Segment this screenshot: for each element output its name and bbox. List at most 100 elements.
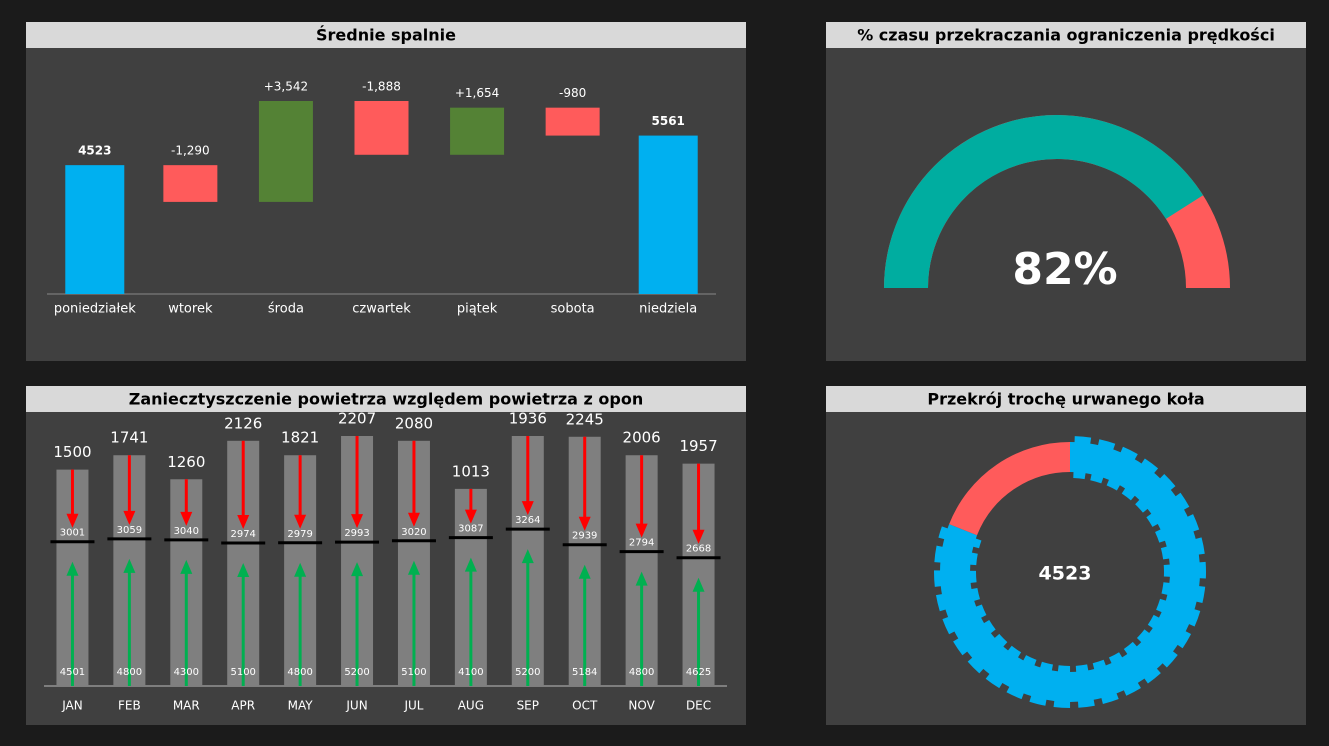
green-arrow-head [351,562,364,577]
segment-arc [949,442,1071,536]
bar [450,107,505,155]
data-label: 2126 [224,414,262,432]
x-tick-label: wtorek [168,302,213,317]
data-label: +1,654 [455,86,499,100]
green-arrow [351,562,364,686]
data-label: 1936 [509,410,547,428]
data-label: -980 [559,86,586,100]
x-tick-label: niedziela [639,302,697,317]
red-arrow [294,455,307,529]
chart-title: Zaniecztyszczenie powietrza względem pow… [129,390,643,409]
red-arrow-head [294,514,307,529]
donut-segment [934,436,1206,708]
data-label: 4800 [287,667,312,678]
x-tick-label: JUN [345,699,367,713]
red-arrow-head [464,509,477,524]
red-arrow-head [123,510,136,525]
green-arrow-head [237,563,250,578]
donut-segment [949,442,1071,536]
green-arrow-head [407,560,420,575]
data-label: 2974 [230,529,255,540]
data-label: 5100 [401,667,426,678]
x-tick-label: piątek [457,302,498,317]
red-arrow [123,455,136,525]
bar [65,165,125,294]
red-arrow-head [407,512,420,527]
red-arrow [237,440,250,530]
bar [163,165,218,202]
data-label: 4523 [78,144,111,158]
data-label: 2207 [338,410,376,428]
x-tick-label: AUG [458,699,484,713]
red-arrow [351,436,364,529]
green-arrow-head [123,558,136,573]
x-tick-label: APR [231,699,255,713]
data-label: 4100 [458,667,483,678]
red-arrow-head [237,515,250,530]
red-arrow-head [692,529,705,544]
green-arrow [635,571,648,686]
data-label: 2668 [686,544,711,555]
data-label: 3059 [117,525,142,536]
data-label: 3264 [515,515,540,526]
green-arrow-head [578,564,591,579]
red-arrow-head [66,513,79,528]
data-label: 5100 [230,667,255,678]
panel-header [826,386,1306,412]
bar [638,135,698,294]
red-arrow [635,455,648,538]
red-arrow [521,436,534,516]
chart-title: Średnie spalnie [316,26,456,45]
data-label: 2245 [566,410,604,428]
data-label: 2993 [344,528,369,539]
gauge-value [884,115,1204,289]
panel [826,22,1306,361]
x-tick-label: JAN [61,699,83,713]
green-arrow-head [294,562,307,577]
green-arrow [407,560,420,686]
data-label: 2939 [572,531,597,542]
data-label: 5561 [652,114,685,128]
x-tick-label: OCT [572,699,598,713]
segment-teeth [934,436,1206,708]
green-arrow [578,564,591,686]
green-arrow [66,561,79,686]
green-arrow-head [180,559,193,574]
chart-title: Przekrój trochę urwanego koła [927,390,1204,409]
data-label: 5200 [515,667,540,678]
green-arrow-head [521,549,534,564]
x-tick-label: DEC [686,699,711,713]
green-arrow [521,549,534,686]
data-label: +3,542 [264,80,308,94]
x-tick-label: poniedziałek [54,302,136,317]
bar [354,101,409,155]
red-arrow-head [578,516,591,531]
green-arrow-head [464,557,477,572]
panel [26,22,746,361]
data-label: 3087 [458,524,483,535]
x-tick-label: JUL [403,699,423,713]
x-tick-label: FEB [118,699,141,713]
green-arrow-head [66,561,79,576]
green-arrow-head [692,577,705,592]
data-label: 2080 [395,414,433,432]
data-label: 1013 [452,462,490,480]
data-label: 2979 [287,529,312,540]
green-arrow-head [635,571,648,586]
data-label: 3001 [60,528,85,539]
data-label: 1821 [281,429,319,447]
data-label: 1500 [53,443,91,461]
panel-header [826,22,1306,48]
data-label: 4625 [686,667,711,678]
green-arrow [123,558,136,686]
red-arrow-head [351,514,364,529]
green-arrow [692,577,705,686]
panel-header [26,22,746,48]
center-label: 4523 [1039,563,1092,585]
x-tick-label: MAY [288,699,314,713]
chart-title: % czasu przekraczania ograniczenia prędk… [857,26,1275,45]
data-label: 2006 [623,429,661,447]
data-label: -1,290 [171,144,210,158]
